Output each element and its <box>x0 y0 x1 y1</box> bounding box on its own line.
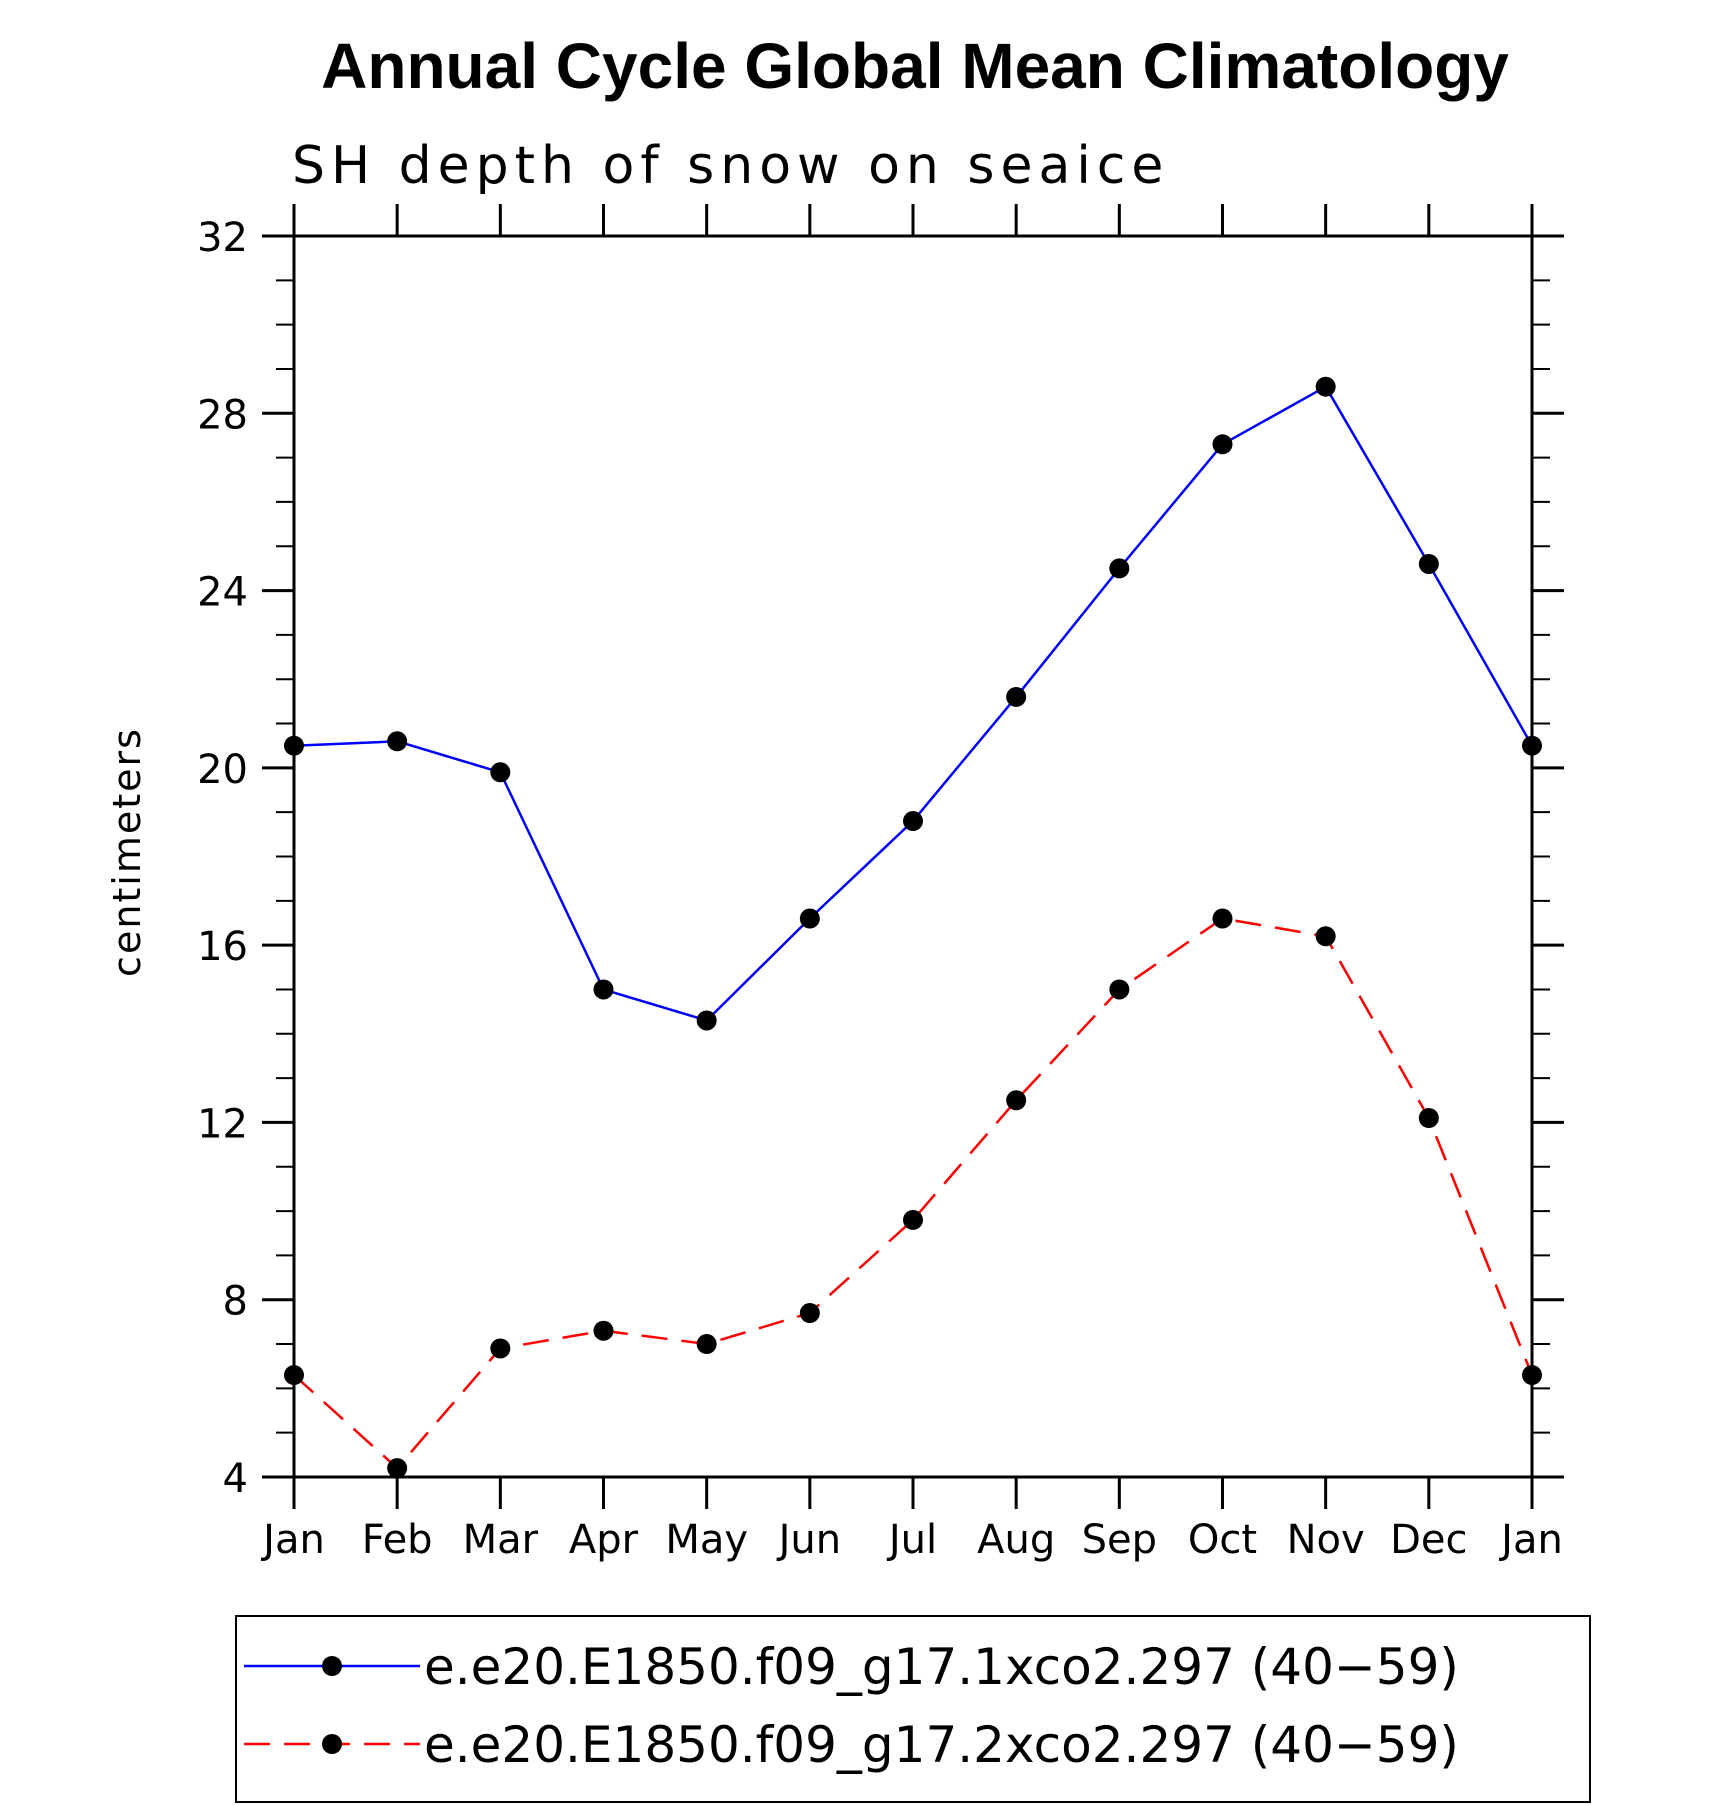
series-2-point <box>1418 1107 1439 1128</box>
series-1-point <box>593 979 614 1000</box>
y-tick-label: 16 <box>197 924 248 970</box>
series-2-line <box>293 917 1534 1470</box>
series-1-point <box>490 762 511 783</box>
y-tick-label: 24 <box>197 570 248 616</box>
y-tick-label: 20 <box>197 747 248 793</box>
legend-box <box>235 1615 1591 1803</box>
series-2-point <box>1315 926 1336 947</box>
x-tick-labels: Jan Feb Mar Apr May Jun Jul Aug Sep Oct Nov Dec Jan <box>260 1517 1563 1563</box>
axis-ticks <box>262 204 1564 1509</box>
x-tick-label: Jan <box>260 1517 325 1563</box>
y-tick-label: 8 <box>223 1279 248 1325</box>
series-1-point <box>1212 434 1233 455</box>
series-2-point <box>387 1458 408 1479</box>
x-tick-label: Oct <box>1188 1517 1257 1563</box>
series-1-point <box>1315 376 1336 397</box>
series-2-point <box>593 1320 614 1341</box>
series-1-line <box>293 385 1534 1022</box>
series-1-point <box>696 1010 717 1031</box>
legend: e.e20.E1850.f09_g17.1xco2.297 (40−59) e.e… <box>244 1638 1459 1774</box>
series-2-point <box>903 1209 923 1230</box>
x-tick-label: Apr <box>569 1517 639 1563</box>
series-1 <box>284 376 1542 1031</box>
chart-title: Annual Cycle Global Mean Climatology <box>321 30 1509 102</box>
legend-label-2: e.e20.E1850.f09_g17.2xco2.297 (40−59) <box>424 1716 1459 1774</box>
x-tick-label: Jun <box>776 1517 842 1563</box>
series-1-point <box>1006 686 1027 707</box>
series-2-point <box>284 1365 304 1386</box>
y-tick-labels: 4 8 12 16 20 24 28 32 <box>197 215 248 1502</box>
series-2-point <box>1212 908 1233 929</box>
series-1-point <box>1418 553 1439 574</box>
series-2-point <box>799 1303 820 1324</box>
x-tick-label: Jan <box>1498 1517 1563 1563</box>
series-1-point <box>1522 735 1542 756</box>
x-tick-label: Mar <box>463 1517 539 1563</box>
x-tick-label: Nov <box>1287 1517 1365 1563</box>
series-2-point <box>1109 979 1130 1000</box>
y-tick-label: 28 <box>197 392 248 438</box>
series-1-point <box>387 731 408 752</box>
series-2-point <box>1006 1090 1027 1111</box>
data-series <box>284 376 1542 1479</box>
y-tick-label: 32 <box>197 215 248 261</box>
series-2-point <box>1522 1365 1542 1386</box>
legend-entry-2: e.e20.E1850.f09_g17.2xco2.297 (40−59) <box>244 1716 1459 1774</box>
legend-marker-1 <box>322 1656 342 1676</box>
x-tick-label: Jul <box>886 1517 937 1563</box>
series-2-point <box>696 1334 717 1355</box>
legend-marker-2 <box>322 1734 342 1754</box>
y-axis-label: centimeters <box>105 727 149 977</box>
legend-label-1: e.e20.E1850.f09_g17.1xco2.297 (40−59) <box>424 1638 1459 1696</box>
series-2 <box>284 908 1542 1479</box>
x-tick-label: Aug <box>977 1517 1055 1563</box>
series-1-point <box>284 735 304 756</box>
x-tick-label: May <box>665 1517 748 1563</box>
x-tick-label: Feb <box>362 1517 433 1563</box>
y-tick-label: 4 <box>223 1456 248 1502</box>
x-tick-label: Dec <box>1390 1517 1467 1563</box>
series-1-point <box>903 811 923 832</box>
series-2-point <box>490 1338 511 1359</box>
legend-entry-1: e.e20.E1850.f09_g17.1xco2.297 (40−59) <box>244 1638 1459 1696</box>
series-1-point <box>799 908 820 929</box>
x-tick-label: Sep <box>1082 1517 1157 1563</box>
y-tick-label: 12 <box>197 1101 248 1147</box>
chart-subtitle: SH depth of snow on seaice <box>292 136 1169 196</box>
series-1-point <box>1109 558 1130 579</box>
